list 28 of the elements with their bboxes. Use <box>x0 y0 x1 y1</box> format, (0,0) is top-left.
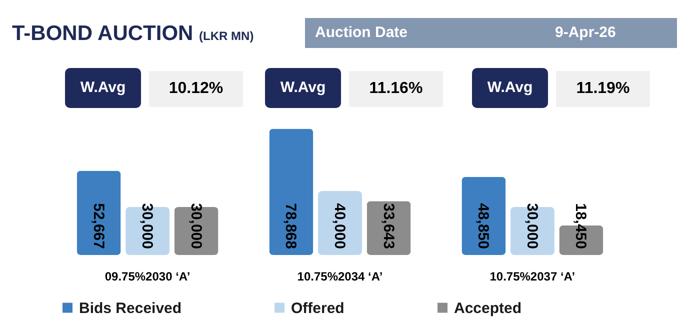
bar <box>76 170 121 255</box>
text: W.Avg <box>265 68 341 108</box>
text: W.Avg <box>472 68 548 108</box>
bar <box>269 128 314 255</box>
data-label: 30,000 <box>138 203 156 249</box>
legend-label: Bids Received <box>79 300 182 317</box>
text: Auction Date <box>315 24 408 41</box>
x-tick-label: 09.75%2030 ‘A’ <box>104 270 190 284</box>
text: 11.19% <box>556 71 650 107</box>
chart-subtitle: (LKR MN) <box>199 29 254 43</box>
data-label: 30,000 <box>187 203 204 249</box>
text: 10.12% <box>149 71 243 107</box>
data-label: 40,000 <box>331 203 348 249</box>
data-label: 48,850 <box>474 203 492 249</box>
data-label: 18,450 <box>572 203 590 249</box>
data-label: 52,667 <box>90 203 107 249</box>
bar <box>462 176 506 255</box>
x-tick-label: 10.75%2037 ‘A’ <box>490 270 576 284</box>
text: 9-Apr-26 <box>555 24 616 41</box>
x-tick-label: 10.75%2034 ‘A’ <box>297 270 383 284</box>
text: 11.16% <box>349 71 443 107</box>
data-label: 30,000 <box>523 203 540 249</box>
data-label: 78,868 <box>282 203 300 249</box>
legend-label: Offered <box>291 300 344 317</box>
data-label: 33,643 <box>380 203 397 249</box>
legend-label: Accepted <box>454 300 522 317</box>
text: W.Avg <box>65 68 141 108</box>
chart-title: T-BOND AUCTION <box>12 22 194 45</box>
